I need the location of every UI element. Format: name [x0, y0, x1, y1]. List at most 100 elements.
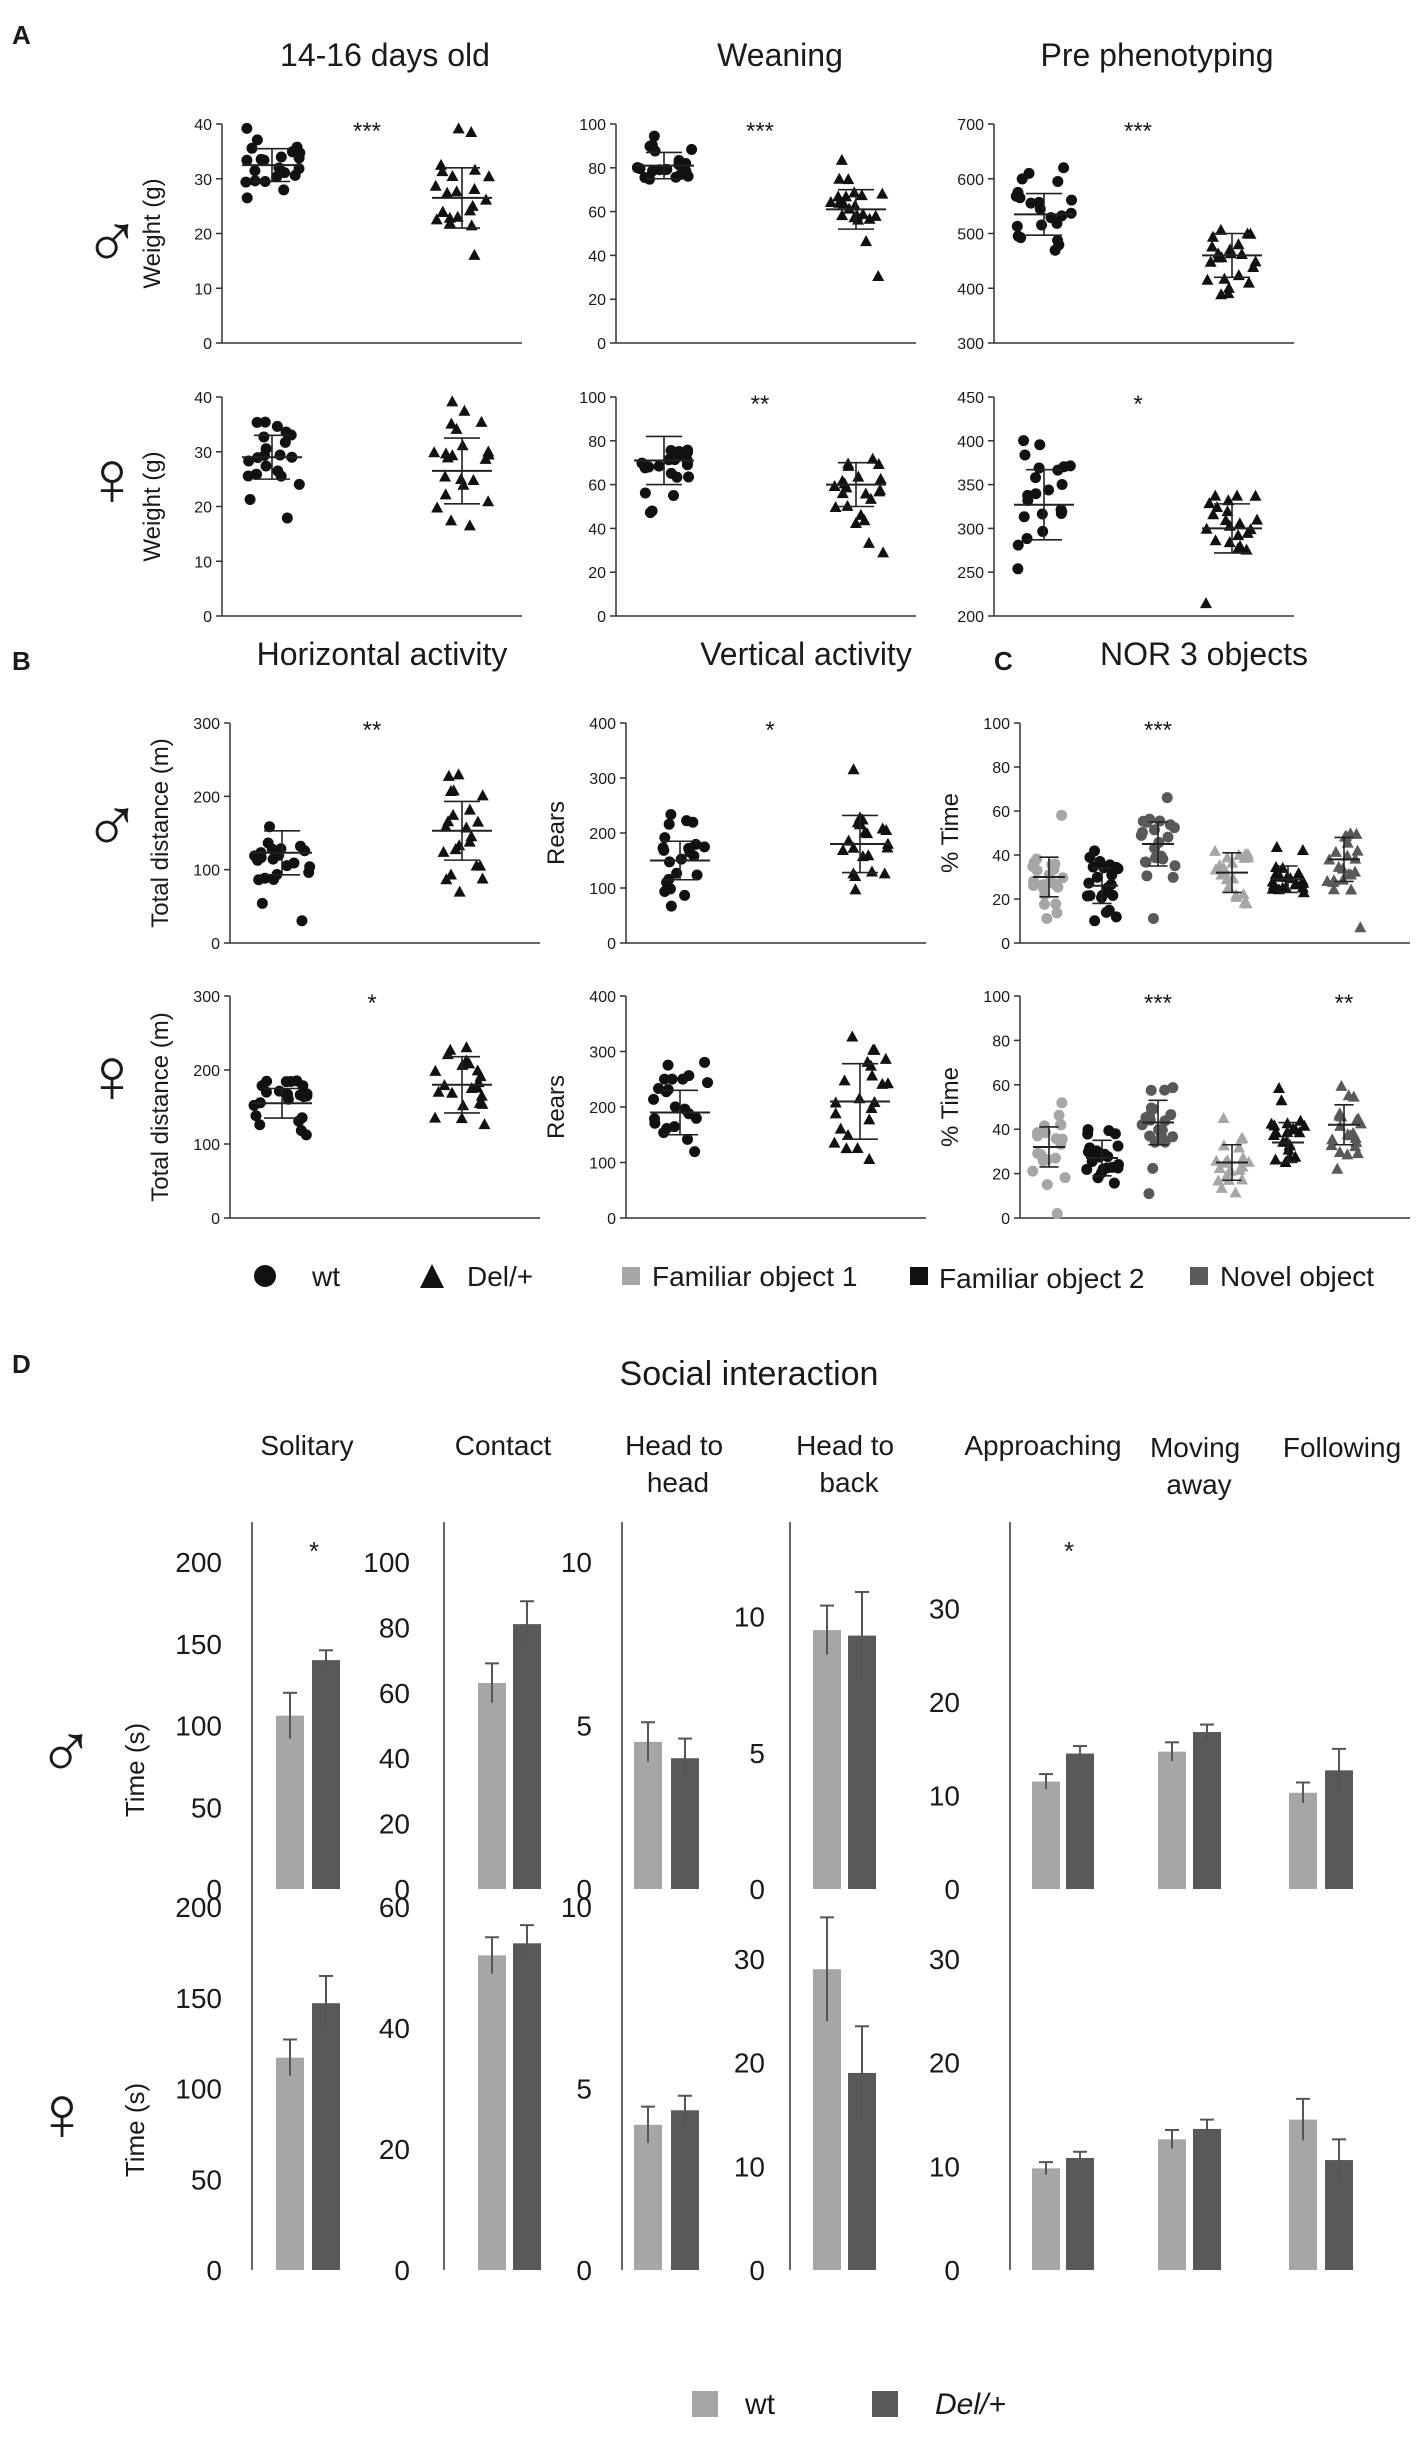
data-point [242, 470, 254, 482]
data-point [1287, 1122, 1300, 1134]
data-point [480, 193, 493, 205]
data-point [1034, 203, 1046, 215]
significance-label: *** [353, 118, 381, 145]
data-point [1265, 1117, 1278, 1129]
d-ylabel-female: Time (s) [120, 2083, 150, 2177]
data-point [664, 883, 676, 895]
data-point [1209, 534, 1222, 546]
panel-a-title-weaning: Weaning [717, 37, 843, 73]
data-point [842, 459, 855, 471]
data-point [439, 470, 452, 482]
data-point [431, 501, 444, 513]
male-symbol: ♂ [37, 1707, 96, 1795]
data-point [1237, 887, 1250, 899]
y-tick-label: 40 [588, 248, 606, 265]
y-axis-label: Rears [543, 1075, 570, 1139]
y-tick-label: 80 [379, 1612, 410, 1643]
legend-wt-marker [254, 1265, 276, 1287]
data-point [648, 1093, 660, 1105]
data-point [1234, 539, 1247, 551]
data-point [1297, 886, 1310, 898]
y-tick-label: 20 [929, 1687, 960, 1718]
data-point [471, 815, 484, 827]
data-point [1051, 1208, 1063, 1220]
bar-wt [1289, 1792, 1317, 1889]
data-point [878, 867, 891, 879]
y-tick-label: 100 [983, 989, 1010, 1006]
data-point [1222, 494, 1235, 506]
d-ylabel-male: Time (s) [120, 1723, 150, 1817]
data-point [1335, 1079, 1348, 1091]
data-point [829, 500, 842, 512]
bar-wt [1289, 2119, 1317, 2270]
data-point [467, 473, 480, 485]
y-tick-label: 500 [957, 227, 984, 244]
data-point [1167, 1131, 1179, 1143]
y-tick-label: 100 [175, 1711, 222, 1742]
data-point [442, 815, 455, 827]
y-tick-label: 30 [734, 1944, 765, 1975]
data-point [863, 1152, 876, 1164]
data-point [1051, 907, 1063, 919]
y-tick-label: 5 [576, 1711, 592, 1742]
data-point [856, 208, 869, 220]
data-point [881, 841, 894, 853]
y-tick-label: 10 [561, 1892, 592, 1923]
data-point [258, 154, 270, 166]
data-point [429, 179, 442, 191]
data-point [244, 493, 256, 505]
y-tick-label: 250 [957, 565, 984, 582]
y-tick-label: 0 [1001, 1211, 1010, 1228]
legend-fam1-swatch [622, 1267, 640, 1285]
y-axis-label: % Time [937, 793, 964, 873]
category-solitary: Solitary [260, 1430, 353, 1461]
data-point [241, 154, 253, 166]
data-point [872, 457, 885, 469]
significance-label: * [367, 990, 376, 1017]
category-head-to-head: Head to head [625, 1430, 731, 1498]
y-tick-label: 300 [589, 771, 616, 788]
y-tick-label: 100 [193, 863, 220, 880]
data-point [436, 205, 449, 217]
y-tick-label: 150 [175, 1983, 222, 2014]
data-point [648, 130, 660, 142]
data-point [460, 821, 473, 833]
data-point [293, 478, 305, 490]
data-point [1293, 1126, 1306, 1138]
data-point [832, 190, 845, 202]
y-tick-label: 60 [588, 478, 606, 495]
data-point [441, 451, 454, 463]
data-point [463, 835, 476, 847]
data-point [873, 485, 886, 497]
data-point [1153, 836, 1165, 848]
data-point [1215, 288, 1228, 300]
data-point [264, 821, 276, 833]
data-point [1056, 506, 1068, 518]
data-point [1321, 875, 1334, 887]
data-point [455, 1112, 468, 1124]
data-point [452, 122, 465, 134]
data-point [260, 1086, 272, 1098]
bar-wt [634, 1741, 662, 1889]
data-point [296, 1112, 308, 1124]
data-point [1203, 497, 1216, 509]
data-point [690, 1112, 702, 1124]
data-point [1052, 175, 1064, 187]
data-point [1145, 1084, 1157, 1096]
data-point [1056, 809, 1068, 821]
data-point [1056, 1097, 1068, 1109]
data-point [285, 1075, 297, 1087]
data-point [1207, 508, 1220, 520]
data-point [256, 897, 268, 909]
panel-a-title-prepheno: Pre phenotyping [1040, 37, 1273, 73]
data-point [451, 210, 464, 222]
y-tick-label: 40 [379, 2013, 410, 2044]
y-tick-label: 20 [588, 565, 606, 582]
data-point [1112, 1140, 1124, 1152]
data-point [860, 235, 873, 247]
significance-label: * [309, 1536, 319, 1566]
data-point [1034, 439, 1046, 451]
data-point [1235, 247, 1248, 259]
y-tick-label: 10 [734, 2151, 765, 2182]
data-point [1325, 1139, 1338, 1151]
